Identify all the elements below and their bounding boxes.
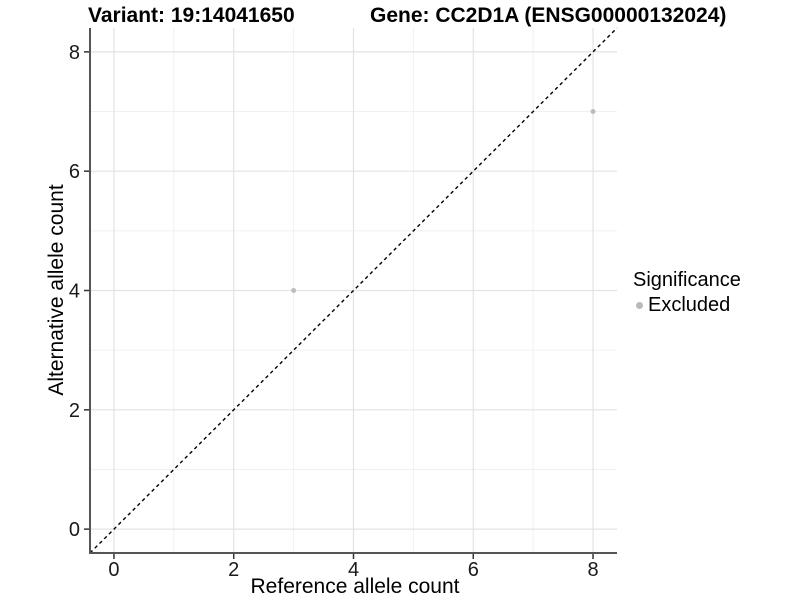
identity-line	[89, 27, 618, 554]
x-tick-label: 8	[587, 559, 598, 581]
legend-item-label: Excluded	[648, 294, 731, 316]
y-tick-label: 0	[69, 519, 80, 541]
y-axis-label: Alternative allele count	[45, 184, 68, 395]
y-tick-label: 8	[69, 42, 80, 64]
x-axis-label: Reference allele count	[251, 575, 460, 598]
x-tick-label: 6	[468, 559, 479, 581]
y-tick-label: 2	[69, 400, 80, 422]
plot-title-gene: Gene: CC2D1A (ENSG00000132024)	[370, 4, 727, 27]
y-tick-label: 4	[69, 281, 80, 303]
legend-key-dot	[636, 301, 643, 309]
data-point	[291, 288, 297, 293]
data-point	[590, 109, 596, 115]
legend-item-excluded: Excluded	[633, 295, 741, 315]
x-tick-label: 4	[348, 559, 359, 581]
plot-title-variant: Variant: 19:14041650	[88, 4, 295, 27]
legend-title: Significance	[633, 269, 741, 291]
x-tick-label: 0	[108, 559, 119, 581]
x-tick-label: 2	[228, 559, 239, 581]
y-tick-label: 6	[69, 161, 80, 183]
legend: Significance Excluded	[633, 270, 741, 315]
